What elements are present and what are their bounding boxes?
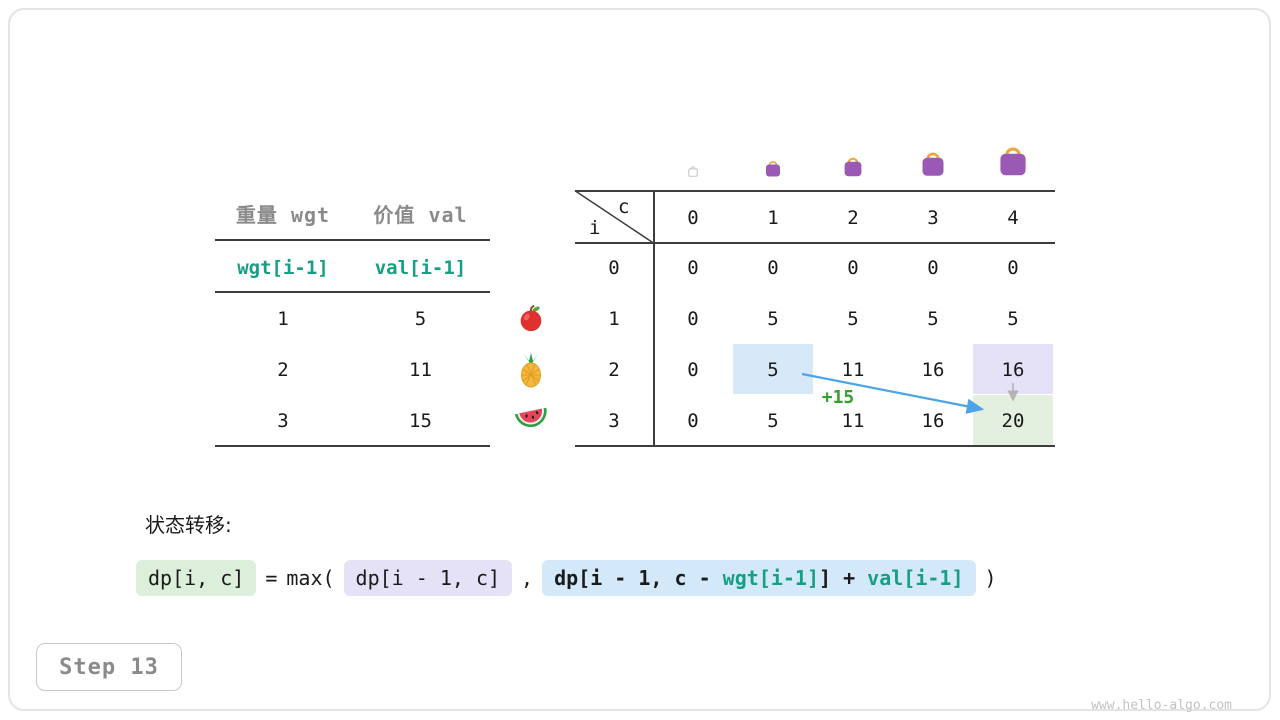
formula-arg2-part2: ] + (819, 566, 868, 590)
item-wgt-value: 3 (277, 410, 289, 432)
item-table-line-bottom (215, 445, 490, 447)
bag-capacity-3-icon (922, 152, 944, 176)
dp-table-line-vertical (653, 190, 655, 446)
watermelon-icon (514, 407, 547, 428)
dp-col-header-4: 4 (1007, 207, 1019, 229)
dp-table-line-bottom (575, 445, 1055, 447)
dp-col-header-3: 3 (927, 207, 939, 229)
formula-max-open: max( (286, 566, 335, 590)
item-table-line-mid (215, 291, 490, 293)
item-val-value: 5 (414, 308, 427, 330)
dp-corner-col-label: c (618, 196, 630, 218)
highlight-cell-source (733, 344, 813, 394)
dp-col-header-0: 0 (687, 207, 699, 229)
item-row-watermelon: 3 15 (215, 410, 490, 432)
step-badge: Step 13 (36, 643, 182, 691)
dp-row-label-2: 2 (608, 359, 620, 381)
dp-cell-2-3: 16 (921, 359, 945, 381)
dp-cell-0-3: 0 (927, 257, 939, 279)
wgt-formula-label: wgt[i-1] (237, 257, 329, 279)
dp-cell-0-1: 0 (767, 257, 779, 279)
dp-cell-3-2: 11 (841, 410, 865, 432)
item-table-line-top (215, 239, 490, 241)
dp-table-line-header (575, 242, 1055, 244)
dp-cell-0-2: 0 (847, 257, 859, 279)
dp-cell-1-1: 5 (767, 308, 779, 330)
formula-comma: , (521, 566, 534, 590)
dp-cell-3-4: 20 (1001, 410, 1025, 432)
dp-cell-1-2: 5 (847, 308, 859, 330)
dp-cell-3-3: 16 (921, 410, 945, 432)
formula-arg1-box: dp[i - 1, c] (343, 560, 513, 596)
dp-cell-0-0: 0 (687, 257, 699, 279)
item-wgt-value: 2 (277, 359, 289, 381)
val-formula-label: val[i-1] (374, 257, 467, 279)
item-val-value: 11 (409, 359, 432, 381)
bag-capacity-1-icon (766, 161, 780, 177)
dp-cell-1-3: 5 (927, 308, 939, 330)
formula-arg2-wgt: wgt[i-1] (722, 566, 819, 590)
item-table-header-wgt: 重量 wgt (235, 203, 331, 227)
dp-cell-1-0: 0 (687, 308, 699, 330)
dp-row-label-3: 3 (608, 410, 620, 432)
bag-capacity-4-icon (1000, 147, 1026, 176)
dp-row-label-0: 0 (608, 257, 620, 279)
formula-arg2-val: val[i-1] (867, 566, 964, 590)
pineapple-icon (521, 353, 541, 388)
formula-arg2-part1: dp[i - 1, c - (554, 566, 723, 590)
dp-cell-2-4: 16 (1001, 359, 1025, 381)
highlight-cell-result (973, 395, 1053, 445)
dp-cell-2-0: 0 (687, 359, 699, 381)
dp-cell-0-4: 0 (1007, 257, 1019, 279)
item-table-header-val: 价值 val (373, 203, 468, 227)
dp-cell-3-0: 0 (687, 410, 699, 432)
apple-icon (520, 304, 542, 332)
formula-close-paren: ) (984, 566, 997, 590)
item-row-pineapple: 2 11 (215, 359, 490, 381)
dp-cell-2-1: 5 (767, 359, 779, 381)
bag-capacity-0-icon (688, 166, 698, 177)
formula-equals: = (265, 566, 278, 590)
dp-col-header-1: 1 (767, 207, 779, 229)
dp-cell-3-1: 5 (767, 410, 779, 432)
dp-table-line-top (575, 190, 1055, 192)
formula-arg2-box: dp[i - 1, c - wgt[i-1]] + val[i-1] (542, 560, 976, 596)
bag-capacity-2-icon (844, 157, 862, 177)
transition-title: 状态转移: (145, 513, 232, 537)
transition-formula: dp[i, c] = max( dp[i - 1, c] , dp[i - 1,… (136, 560, 997, 596)
item-wgt-value: 1 (277, 308, 289, 330)
item-table-header: 重量 wgt 价值 val (215, 199, 490, 228)
item-val-value: 15 (409, 410, 432, 432)
dp-col-header-2: 2 (847, 207, 859, 229)
transition-add-value-label: +15 (821, 387, 855, 408)
formula-lhs-box: dp[i, c] (136, 560, 257, 596)
watermark: www.hello-algo.com (1091, 698, 1232, 713)
dp-row-label-1: 1 (608, 308, 620, 330)
item-row-apple: 1 5 (215, 308, 490, 330)
dp-cell-2-2: 11 (841, 359, 865, 381)
dp-cell-1-4: 5 (1007, 308, 1019, 330)
dp-corner-row-label: i (589, 217, 601, 239)
item-table-formula-row: wgt[i-1] val[i-1] (215, 257, 490, 279)
